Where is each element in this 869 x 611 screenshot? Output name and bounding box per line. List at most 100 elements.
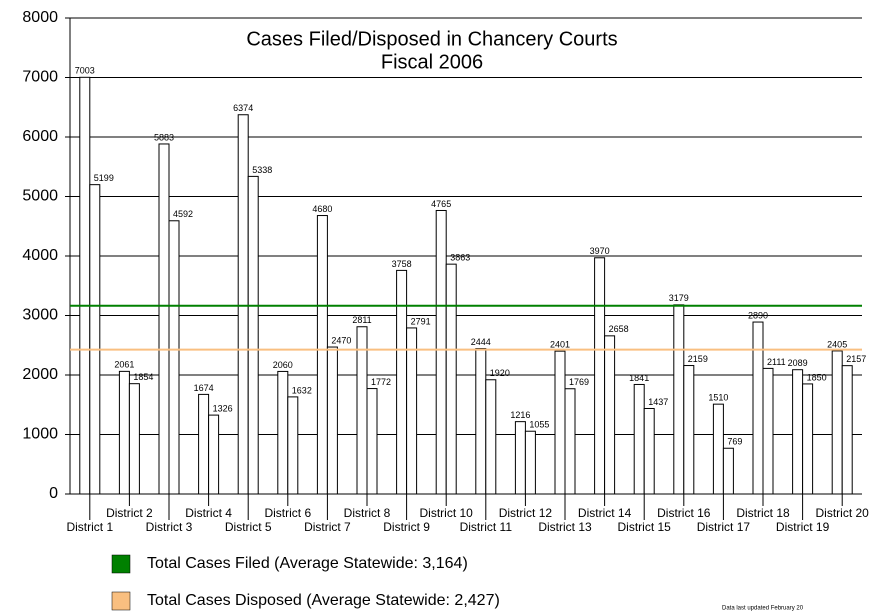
value-label: 3179 bbox=[669, 293, 689, 303]
x-tick-label: District 18 bbox=[736, 506, 790, 520]
value-label: 4592 bbox=[173, 209, 193, 219]
legend-swatch bbox=[111, 591, 131, 611]
value-label: 1632 bbox=[292, 385, 312, 395]
value-label: 2791 bbox=[411, 316, 431, 326]
bar bbox=[475, 348, 487, 495]
x-tick-label: District 11 bbox=[460, 520, 513, 534]
bar bbox=[79, 76, 91, 495]
bar bbox=[604, 335, 616, 495]
y-tick-label: 8000 bbox=[22, 9, 58, 26]
bar bbox=[643, 407, 655, 495]
y-tick-label: 1000 bbox=[22, 426, 58, 443]
value-label: 1216 bbox=[510, 410, 530, 420]
bar bbox=[514, 421, 526, 495]
bar bbox=[762, 367, 774, 495]
x-tick-label: District 17 bbox=[697, 520, 751, 534]
bar bbox=[722, 447, 734, 495]
value-label: 7003 bbox=[75, 66, 95, 76]
bar bbox=[247, 175, 259, 495]
bar bbox=[683, 365, 695, 495]
x-tick-label: District 4 bbox=[185, 506, 232, 520]
legend-label: Total Cases Filed (Average Statewide: 3,… bbox=[147, 555, 468, 572]
bar bbox=[277, 370, 289, 495]
value-label: 2444 bbox=[471, 337, 491, 347]
bar bbox=[712, 403, 724, 495]
bar bbox=[673, 304, 685, 495]
x-tick-label: District 9 bbox=[383, 520, 430, 534]
x-tick-label: District 7 bbox=[304, 520, 351, 534]
value-label: 769 bbox=[727, 437, 742, 447]
y-tick-label: 6000 bbox=[22, 128, 58, 145]
value-label: 1055 bbox=[529, 420, 549, 430]
value-label: 1326 bbox=[213, 403, 233, 413]
value-label: 5338 bbox=[252, 165, 272, 175]
y-tick-label: 3000 bbox=[22, 307, 58, 324]
value-label: 5883 bbox=[154, 132, 174, 142]
value-label: 1850 bbox=[807, 372, 827, 382]
x-tick-label: District 19 bbox=[776, 520, 830, 534]
bar bbox=[208, 414, 220, 495]
x-tick-label: District 15 bbox=[618, 520, 672, 534]
note: Data last updated February 20 bbox=[722, 606, 804, 611]
value-label: 2089 bbox=[788, 358, 808, 368]
bar bbox=[326, 346, 338, 495]
bar bbox=[128, 383, 140, 495]
x-tick-label: District 6 bbox=[264, 506, 311, 520]
x-tick-label: District 2 bbox=[106, 506, 153, 520]
chart-subtitle: Fiscal 2006 bbox=[381, 51, 483, 73]
x-tick-label: District 20 bbox=[816, 506, 869, 520]
bar bbox=[841, 365, 853, 495]
value-label: 2470 bbox=[331, 335, 351, 345]
value-label: 2890 bbox=[748, 310, 768, 320]
bar bbox=[366, 388, 378, 495]
bar bbox=[435, 209, 447, 495]
x-tick-label: District 8 bbox=[344, 506, 391, 520]
value-label: 1772 bbox=[371, 377, 391, 387]
x-tick-label: District 3 bbox=[146, 520, 193, 534]
y-tick-label: 4000 bbox=[22, 247, 58, 264]
bar bbox=[237, 114, 249, 495]
x-tick-label: District 14 bbox=[578, 506, 632, 520]
value-label: 3758 bbox=[392, 259, 412, 269]
bar bbox=[198, 393, 210, 495]
bar bbox=[594, 257, 606, 495]
chart-title: Cases Filed/Disposed in Chancery Courts bbox=[246, 28, 617, 50]
value-label: 4680 bbox=[312, 204, 332, 214]
value-label: 3863 bbox=[450, 253, 470, 263]
value-label: 5199 bbox=[94, 173, 114, 183]
value-label: 4765 bbox=[431, 199, 451, 209]
value-label: 2111 bbox=[767, 357, 786, 367]
bar bbox=[564, 388, 576, 495]
value-label: 2405 bbox=[827, 339, 847, 349]
bar bbox=[316, 215, 328, 495]
value-label: 3970 bbox=[590, 246, 610, 256]
bar bbox=[554, 350, 566, 495]
y-tick-label: 7000 bbox=[22, 69, 58, 86]
x-tick-label: District 1 bbox=[66, 520, 113, 534]
value-label: 1854 bbox=[133, 372, 153, 382]
bar bbox=[485, 379, 497, 495]
legend-label: Total Cases Disposed (Average Statewide:… bbox=[147, 592, 500, 609]
value-label: 1437 bbox=[648, 397, 668, 407]
y-tick-label: 0 bbox=[49, 485, 58, 502]
bar bbox=[524, 430, 536, 495]
bar bbox=[792, 369, 804, 495]
value-label: 2157 bbox=[846, 354, 866, 364]
bar bbox=[89, 184, 101, 495]
y-tick-label: 5000 bbox=[22, 188, 58, 205]
x-tick-label: District 13 bbox=[538, 520, 592, 534]
bar bbox=[802, 383, 814, 495]
value-label: 6374 bbox=[233, 103, 253, 113]
value-label: 2811 bbox=[352, 315, 371, 325]
bar bbox=[158, 143, 170, 495]
bar bbox=[752, 321, 764, 495]
bar bbox=[406, 327, 418, 495]
x-tick-label: District 12 bbox=[499, 506, 553, 520]
bar bbox=[396, 269, 408, 495]
bar bbox=[445, 263, 457, 495]
value-label: 2401 bbox=[550, 340, 570, 350]
bar bbox=[118, 370, 130, 495]
value-label: 2658 bbox=[609, 324, 629, 334]
bar bbox=[356, 326, 368, 495]
